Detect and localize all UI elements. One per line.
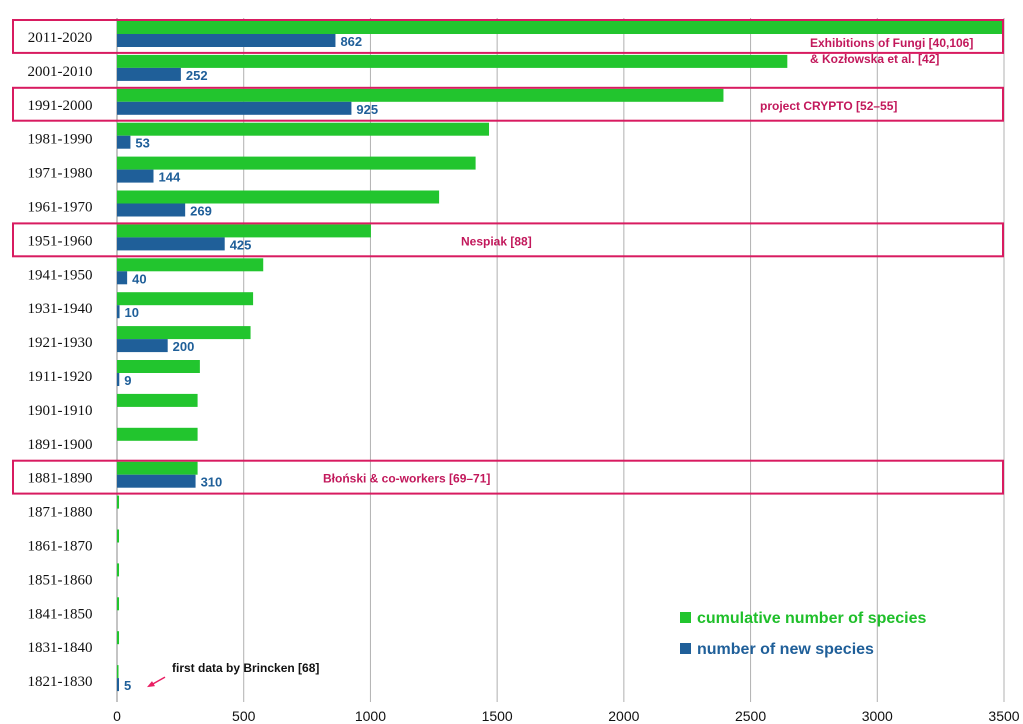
- legend: cumulative number of species number of ne…: [680, 610, 927, 658]
- highlight-box: [12, 459, 1004, 495]
- bar-cumulative: [117, 292, 254, 306]
- data-labels: 862 252 925 53 144 269 425 40 10 200 9 310 5: [124, 34, 378, 693]
- category-label: 1961-1970: [28, 199, 93, 215]
- category-label: 1981-1990: [28, 132, 93, 148]
- bar-cumulative: [117, 665, 119, 679]
- bar-cumulative: [117, 461, 198, 475]
- bar-cumulative: [117, 88, 724, 102]
- bar-new-species: [117, 135, 131, 149]
- data-label-new-species: 200: [173, 339, 195, 354]
- bar-cumulative: [117, 360, 200, 373]
- category-label: 1821-1830: [28, 674, 93, 690]
- category-label: 1861-1870: [28, 538, 93, 554]
- bar-new-species: [117, 67, 181, 81]
- data-label-new-species: 862: [340, 34, 362, 49]
- bar-cumulative: [117, 597, 120, 611]
- highlight-box: [12, 19, 1004, 54]
- category-label: 1951-1960: [28, 233, 93, 249]
- category-label: 1941-1950: [28, 267, 93, 283]
- legend-swatch: [680, 643, 691, 654]
- x-tick-label: 500: [232, 708, 256, 724]
- bar-new-species: [117, 237, 225, 251]
- data-label-new-species: 425: [230, 237, 252, 252]
- data-label-new-species: 144: [158, 170, 180, 185]
- category-label: 1911-1920: [28, 369, 92, 385]
- highlight-boxes: Exhibitions of Fungi [40,106] & Kozłowska…: [12, 19, 1004, 495]
- data-label-new-species: 5: [124, 678, 131, 693]
- data-label-new-species: 10: [125, 305, 139, 320]
- bar-new-species: [117, 169, 154, 183]
- x-tick-label: 0: [113, 708, 121, 724]
- bar-cumulative: [117, 190, 440, 204]
- data-label-new-species: 40: [132, 271, 146, 286]
- category-labels: 2011-2020 2001-2010 1991-2000 1981-1990 1971…: [28, 30, 93, 690]
- x-tick-label: 1000: [355, 708, 386, 724]
- bar-cumulative: [117, 393, 198, 407]
- highlight-annotation: Błoński & co-workers [69–71]: [323, 472, 490, 486]
- category-label: 1891-1900: [28, 437, 93, 453]
- data-label-new-species: 269: [190, 204, 212, 219]
- bars: [117, 21, 1004, 692]
- highlight-annotation: & Kozłowska et al. [42]: [810, 52, 939, 66]
- x-tick-labels: 0 500 1000 1500 2000 2500 3000 3500: [113, 708, 1020, 724]
- bar-cumulative: [117, 224, 371, 238]
- category-label: 1851-1860: [28, 572, 93, 588]
- data-label-new-species: 925: [356, 102, 378, 117]
- bar-cumulative: [117, 21, 1004, 34]
- x-tick-label: 3500: [988, 708, 1019, 724]
- category-label: 1881-1890: [28, 471, 93, 487]
- bar-new-species: [117, 474, 196, 488]
- data-label-new-species: 310: [201, 475, 223, 490]
- legend-swatch: [680, 612, 691, 623]
- category-label: 1901-1910: [28, 403, 93, 419]
- category-label: 2011-2020: [28, 30, 92, 46]
- legend-label: cumulative number of species: [697, 610, 927, 627]
- bar-cumulative: [117, 258, 264, 272]
- bar-cumulative: [117, 529, 120, 543]
- legend-label: number of new species: [697, 641, 874, 658]
- x-tick-label: 3000: [862, 708, 893, 724]
- category-label: 1991-2000: [28, 98, 93, 114]
- bar-cumulative: [117, 54, 788, 68]
- bar-new-species: [117, 203, 186, 217]
- x-tick-label: 2500: [735, 708, 766, 724]
- x-tick-label: 1500: [482, 708, 513, 724]
- note-arrow-head: [147, 681, 155, 688]
- bar-cumulative: [117, 326, 251, 340]
- category-label: 1871-1880: [28, 505, 93, 521]
- bar-new-species: [117, 34, 336, 47]
- highlight-box: [12, 86, 1004, 122]
- category-label: 1931-1940: [28, 301, 93, 317]
- note-text: first data by Brincken [68]: [172, 661, 319, 675]
- bar-cumulative: [117, 495, 120, 509]
- bar-cumulative: [117, 156, 476, 170]
- bar-new-species: [117, 339, 168, 353]
- highlight-annotation: project CRYPTO [52–55]: [760, 99, 897, 113]
- category-label: 1921-1930: [28, 335, 93, 351]
- category-label: 1831-1840: [28, 640, 93, 656]
- category-label: 1841-1850: [28, 606, 93, 622]
- bar-new-species: [117, 271, 128, 285]
- highlight-annotation: Nespiak [88]: [461, 234, 532, 248]
- highlight-annotation: Exhibitions of Fungi [40,106]: [810, 36, 973, 50]
- bar-new-species: [117, 101, 352, 115]
- bar-new-species: [117, 305, 120, 319]
- bar-cumulative: [117, 631, 120, 645]
- data-label-new-species: 53: [135, 136, 149, 151]
- x-tick-label: 2000: [608, 708, 639, 724]
- data-label-new-species: 9: [124, 373, 131, 388]
- category-label: 2001-2010: [28, 64, 93, 80]
- bar-cumulative: [117, 563, 120, 577]
- data-label-new-species: 252: [186, 68, 208, 83]
- highlight-box: [12, 222, 1004, 258]
- bar-new-species: [117, 678, 119, 692]
- bar-new-species: [117, 373, 120, 386]
- first-data-note: first data by Brincken [68]: [147, 661, 319, 688]
- bar-cumulative: [117, 122, 490, 136]
- category-label: 1971-1980: [28, 166, 93, 182]
- bar-cumulative: [117, 427, 198, 441]
